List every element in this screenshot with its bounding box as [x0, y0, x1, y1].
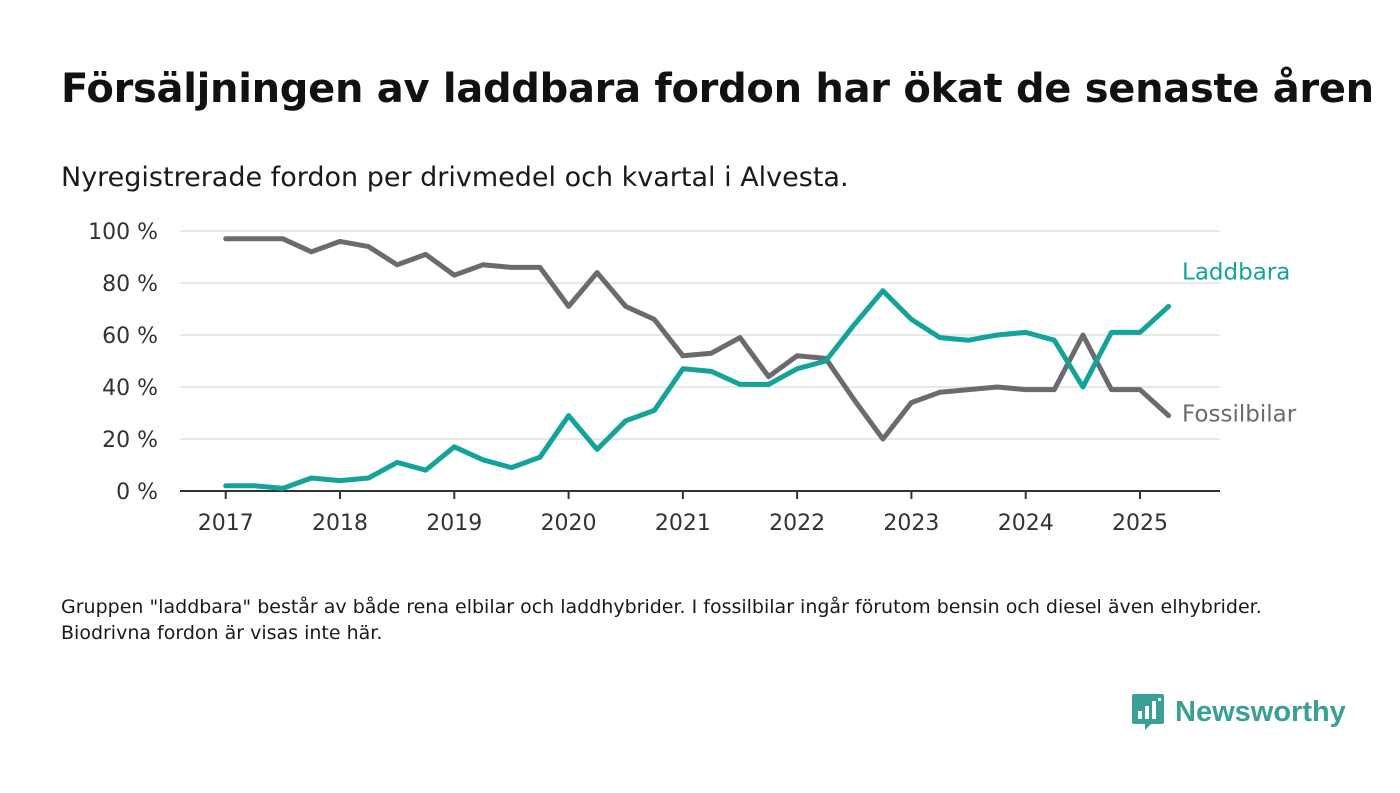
- series-line-fossilbilar: [223, 236, 1172, 442]
- gridlines: [180, 230, 1220, 440]
- series-labels: Laddbara Fossilbilar: [1182, 259, 1297, 427]
- x-tick-label: 2025: [1112, 511, 1168, 536]
- series-lines: [223, 236, 1172, 491]
- series-line-laddbara: [223, 288, 1172, 491]
- x-tick-label: 2022: [769, 511, 825, 536]
- newsworthy-logo-icon: [1132, 694, 1164, 730]
- series-label-fossilbilar: Fossilbilar: [1182, 402, 1297, 428]
- y-tick-labels: 0 % 20 % 40 % 60 % 80 % 100 %: [88, 220, 158, 505]
- x-tick-label: 2020: [541, 511, 597, 536]
- y-tick-label: 60 %: [102, 324, 158, 349]
- y-tick-label: 100 %: [88, 220, 158, 245]
- chart-title: Försäljningen av laddbara fordon har öka…: [61, 66, 1374, 112]
- x-tick-labels: 2017 2018 2019 2020 2021 2022 2023 2024 2025: [198, 511, 1168, 536]
- y-tick-label: 0 %: [116, 480, 158, 505]
- y-tick-label: 40 %: [102, 376, 158, 401]
- x-tick-label: 2024: [998, 511, 1054, 536]
- brand-logo[interactable]: Newsworthy: [1131, 692, 1346, 732]
- line-chart: 0 % 20 % 40 % 60 % 80 % 100 % 2017 2018 2019 202…: [88, 220, 1297, 536]
- series-label-laddbara: Laddbara: [1182, 259, 1290, 285]
- x-tick-label: 2019: [426, 511, 482, 536]
- chart-subtitle: Nyregistrerade fordon per drivmedel och …: [61, 162, 849, 193]
- x-tick-label: 2021: [655, 511, 711, 536]
- brand-name: Newsworthy: [1175, 695, 1346, 728]
- x-tick-label: 2018: [312, 511, 368, 536]
- footnote: Gruppen "laddbara" består av både rena e…: [61, 596, 1262, 644]
- y-tick-label: 20 %: [102, 428, 158, 453]
- x-axis: [180, 490, 1220, 499]
- y-tick-label: 80 %: [102, 272, 158, 297]
- x-tick-label: 2017: [198, 511, 254, 536]
- x-tick-label: 2023: [883, 511, 939, 536]
